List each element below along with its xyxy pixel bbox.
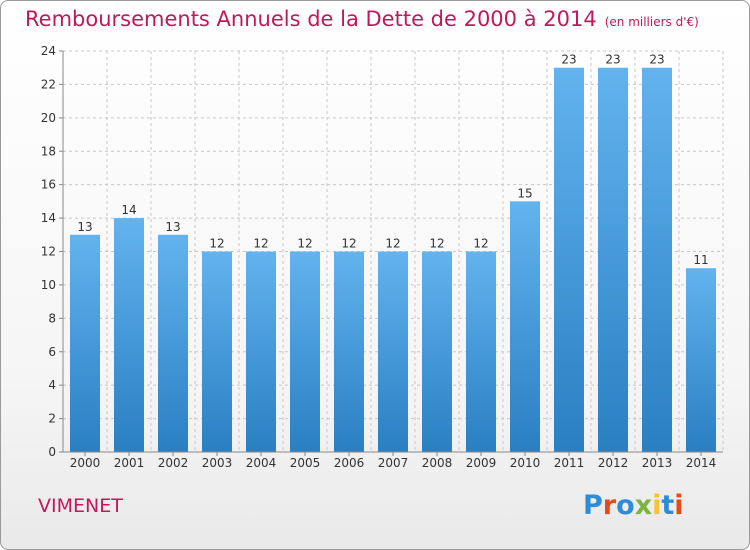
x-tick-label: 2014	[686, 456, 717, 470]
y-tick-label: 22	[41, 77, 56, 91]
bar-value-label: 12	[429, 237, 444, 251]
proxiti-logo[interactable]: Proxiti	[583, 490, 684, 521]
logo-letter: i	[674, 490, 684, 521]
x-tick-label: 2000	[70, 456, 101, 470]
bar-2006	[334, 251, 364, 452]
bar-2012	[598, 67, 628, 452]
y-tick-label: 4	[48, 378, 56, 392]
y-tick-label: 0	[48, 445, 56, 459]
logo-letter: o	[616, 490, 635, 521]
y-tick-label: 14	[41, 211, 56, 225]
x-tick-label: 2012	[598, 456, 629, 470]
bar-value-label: 14	[121, 203, 136, 217]
bar-2000	[70, 234, 100, 452]
logo-letter: i	[652, 490, 662, 521]
bar-2004	[246, 251, 276, 452]
bar-value-label: 12	[297, 237, 312, 251]
x-tick-label: 2005	[290, 456, 321, 470]
bar-value-label: 23	[561, 53, 576, 67]
bar-value-label: 13	[165, 220, 180, 234]
bar-2001	[114, 218, 144, 452]
bar-value-label: 12	[341, 237, 356, 251]
bar-value-label: 23	[605, 53, 620, 67]
commune-name: VIMENET	[38, 495, 123, 517]
x-tick-label: 2002	[158, 456, 189, 470]
bar-2014	[686, 268, 716, 452]
y-tick-label: 2	[48, 412, 56, 426]
logo-letter: x	[634, 490, 653, 521]
bar-value-label: 11	[693, 253, 708, 267]
bar-value-label: 12	[385, 237, 400, 251]
x-tick-label: 2003	[202, 456, 233, 470]
y-tick-label: 16	[41, 178, 56, 192]
logo-letter: r	[602, 490, 617, 521]
chart-title: Remboursements Annuels de la Dette de 20…	[25, 7, 699, 31]
bar-value-label: 13	[77, 220, 92, 234]
bar-value-label: 12	[253, 237, 268, 251]
x-tick-label: 2001	[114, 456, 145, 470]
y-tick-label: 8	[48, 311, 56, 325]
y-tick-label: 12	[41, 245, 56, 259]
x-tick-label: 2006	[334, 456, 365, 470]
y-tick-label: 6	[48, 345, 56, 359]
x-tick-label: 2013	[642, 456, 673, 470]
bar-value-label: 15	[517, 186, 532, 200]
y-tick-label: 18	[41, 144, 56, 158]
y-tick-label: 20	[41, 111, 56, 125]
bar-value-label: 12	[473, 237, 488, 251]
x-tick-label: 2007	[378, 456, 409, 470]
y-tick-label: 10	[41, 278, 56, 292]
bar-2009	[466, 251, 496, 452]
x-tick-label: 2010	[510, 456, 541, 470]
bar-2008	[422, 251, 452, 452]
logo-letter: P	[583, 490, 603, 521]
bar-value-label: 12	[209, 237, 224, 251]
bar-2010	[510, 201, 540, 452]
logo-letter: t	[661, 490, 675, 521]
x-tick-label: 2008	[422, 456, 453, 470]
bar-2005	[290, 251, 320, 452]
x-tick-label: 2004	[246, 456, 277, 470]
chart-unit: (en milliers d'€)	[604, 15, 699, 29]
bar-2011	[554, 67, 584, 452]
y-tick-label: 24	[41, 44, 56, 58]
bar-2003	[202, 251, 232, 452]
bar-value-label: 23	[649, 53, 664, 67]
x-tick-label: 2011	[554, 456, 585, 470]
x-tick-label: 2009	[466, 456, 497, 470]
bar-2007	[378, 251, 408, 452]
bar-2013	[642, 67, 672, 452]
bar-2002	[158, 234, 188, 452]
chart-title-text: Remboursements Annuels de la Dette de 20…	[25, 7, 597, 31]
